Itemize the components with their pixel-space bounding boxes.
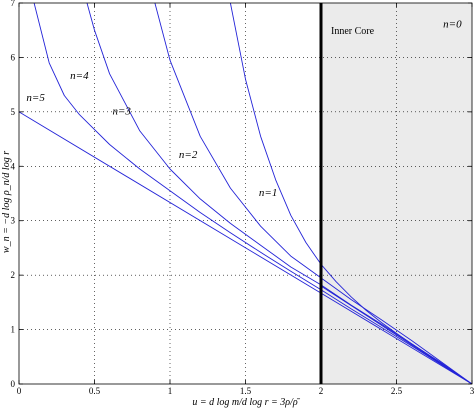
curve-label-n-2: n=2 — [179, 149, 198, 161]
x-tick-label-1: 0.5 — [89, 386, 101, 396]
y-tick-label-0: 0 — [11, 379, 16, 389]
y-tick-label-1: 1 — [11, 325, 16, 335]
curve-label-n-4: n=4 — [70, 70, 89, 82]
series-line-n-2 — [154, 3, 472, 384]
region-layer — [321, 3, 472, 384]
series-line-n-4 — [33, 3, 472, 384]
y-tick-label-4: 4 — [11, 161, 16, 171]
region-shade-0 — [321, 3, 472, 384]
region-label-inner-core: Inner Core — [331, 26, 375, 37]
curve-label-n-5: n=5 — [26, 92, 45, 104]
y-tick-label-5: 5 — [11, 107, 16, 117]
x-tick-label-2: 1 — [168, 386, 173, 396]
x-tick-label-3: 1.5 — [240, 386, 252, 396]
y-tick-label-2: 2 — [11, 270, 16, 280]
series-line-n-3 — [86, 3, 472, 384]
y-axis-label: w_n = −d log ρ_n/d log r — [1, 151, 12, 253]
curve-label-n-3: n=3 — [112, 106, 131, 118]
x-axis-label: u = d log m/d log r = 3ρ/ρ̄ — [192, 397, 300, 408]
label-layer: n=5 n=4 n=3 n=2 n=1 n=0 — [26, 18, 462, 199]
x-tick-label-6: 3 — [470, 386, 474, 396]
x-tick-label-0: 0 — [17, 386, 22, 396]
curve-label-n-1: n=1 — [259, 187, 277, 199]
y-tick-label-7: 7 — [11, 0, 16, 8]
x-tick-label-4: 2 — [319, 386, 324, 396]
curve-label-n-0: n=0 — [443, 18, 462, 30]
y-tick-label-6: 6 — [11, 52, 16, 62]
y-tick-label-3: 3 — [11, 216, 16, 226]
x-tick-label-5: 2.5 — [391, 386, 403, 396]
tick-layer: 0 0.5 1 1.5 2 2.5 3 0 1 2 3 4 5 6 7 — [11, 0, 474, 396]
